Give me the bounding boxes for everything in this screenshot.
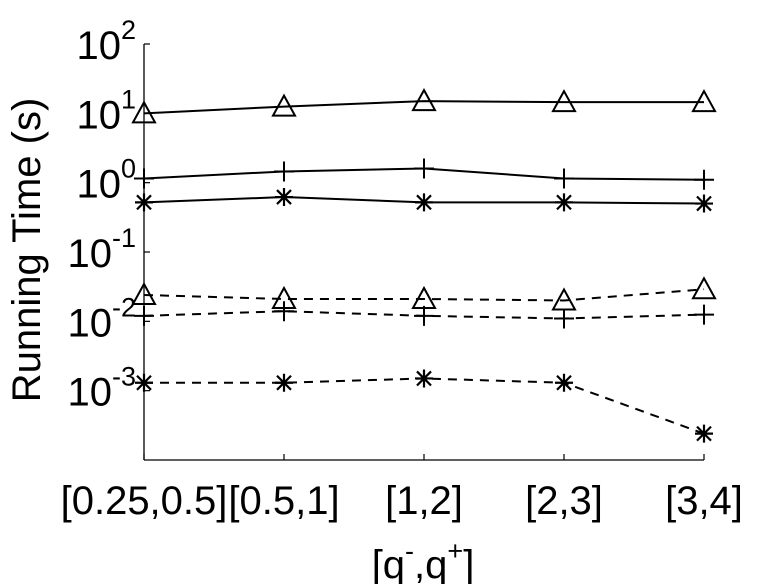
data-point-triangle (691, 89, 717, 113)
axes (143, 44, 704, 461)
data-point-triangle (131, 100, 157, 124)
data-point-asterisk (695, 194, 713, 213)
data-point-asterisk (555, 193, 573, 212)
x-axis-title-plus: + (447, 536, 463, 566)
y-tick-label: 100 (76, 154, 136, 207)
series-layer (131, 88, 717, 443)
data-point-plus (694, 304, 714, 325)
y-tick-label: 101 (76, 84, 136, 137)
y-tick-exponent: -3 (112, 362, 136, 392)
data-point-triangle (411, 88, 437, 112)
series-dashed-triangle (131, 276, 717, 311)
y-tick-label: 10-3 (67, 362, 136, 415)
y-tick-exponent: 0 (121, 154, 136, 184)
data-point-asterisk (415, 369, 433, 388)
data-point-triangle (551, 89, 577, 113)
x-axis-title-comma: ,q (414, 543, 447, 584)
data-point-plus (274, 161, 294, 182)
series-line (143, 100, 704, 115)
series-solid-asterisk (135, 188, 713, 213)
y-tick-label: 102 (76, 15, 136, 68)
data-point-asterisk (135, 373, 153, 392)
data-point-triangle (691, 276, 717, 300)
x-tick-label: [0.25,0.5] (61, 479, 228, 523)
series-line (143, 288, 705, 302)
data-point-asterisk (135, 193, 153, 212)
data-point-plus (414, 158, 434, 179)
data-point-triangle (271, 93, 297, 117)
y-tick-base: 10 (67, 301, 112, 345)
data-point-plus (554, 168, 574, 189)
data-point-asterisk (555, 373, 573, 392)
data-point-asterisk (275, 373, 293, 392)
x-tick-label: [0.5,1] (228, 479, 339, 523)
x-axis-title-close: ] (463, 543, 474, 584)
y-tick-base: 10 (76, 24, 121, 68)
data-point-asterisk (415, 193, 433, 212)
data-point-triangle (131, 281, 157, 305)
data-point-plus (134, 168, 154, 189)
x-axis-title: [q-,q+] (372, 536, 475, 584)
data-point-plus (414, 305, 434, 326)
y-tick-exponent: -2 (112, 292, 136, 322)
y-tick-exponent: 1 (121, 84, 136, 114)
y-tick-base: 10 (76, 163, 121, 207)
series-dashed-plus (134, 301, 714, 329)
series-dashed-asterisk (135, 369, 713, 443)
y-tick-exponent: -1 (112, 223, 136, 253)
y-tick-base: 10 (67, 232, 112, 276)
series-solid-plus (134, 158, 714, 190)
data-point-asterisk (275, 188, 293, 207)
data-point-plus (274, 301, 294, 322)
y-tick-base: 10 (76, 93, 121, 137)
x-tick-label: [3,4] (665, 479, 743, 523)
y-tick-exponent: 2 (121, 15, 136, 45)
x-axis-title-minus: - (405, 536, 414, 566)
x-tick-label: [2,3] (525, 479, 603, 523)
x-axis-title-open: [q (372, 543, 405, 584)
y-tick-base: 10 (67, 371, 112, 415)
y-tick-label: 10-1 (67, 223, 136, 276)
x-tick-label: [1,2] (385, 479, 463, 523)
data-point-plus (694, 169, 714, 190)
x-ticks: [0.25,0.5] [0.5,1] [1,2] [2,3] [3,4] (61, 454, 743, 523)
data-point-plus (554, 308, 574, 329)
series-solid-triangle (131, 88, 717, 124)
data-point-plus (134, 305, 154, 326)
y-axis-title: Running Time (s) (5, 98, 49, 403)
data-point-asterisk (695, 424, 713, 443)
y-tick-label: 10-2 (67, 292, 136, 345)
